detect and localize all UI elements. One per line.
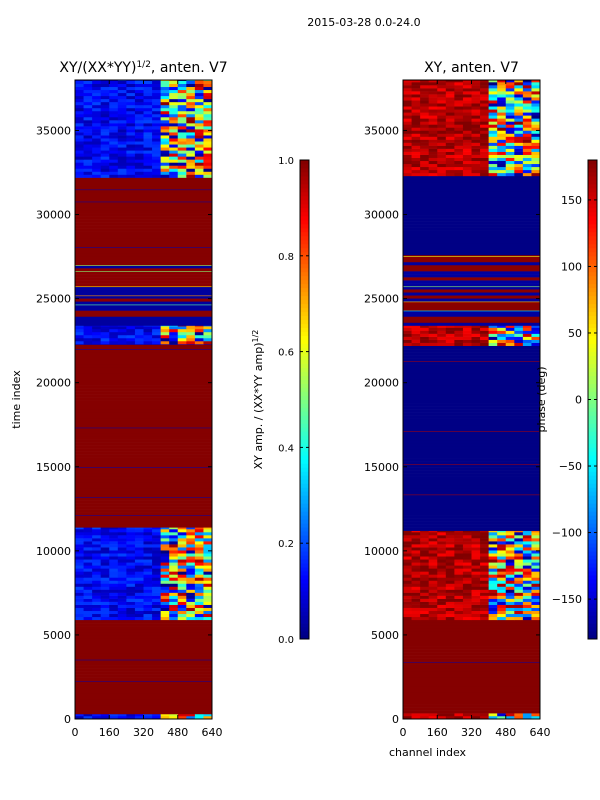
y-tick-label: 15000 (364, 461, 399, 474)
y-tick-label: 35000 (364, 124, 399, 137)
x-tick-label: 0 (72, 726, 79, 739)
y-tick-label: 20000 (36, 377, 71, 390)
y-tick-label: 20000 (364, 377, 399, 390)
colorbar-tick-label: 0.4 (278, 443, 294, 454)
colorbar-tick-label: −150 (552, 593, 582, 606)
y-tick-label: 0 (64, 713, 71, 726)
x-tick-label: 320 (133, 726, 154, 739)
colorbar-tick-label: 0 (575, 394, 582, 407)
y-tick-label: 5000 (371, 629, 399, 642)
x-axis-label: channel index (389, 746, 467, 759)
y-tick-label: 25000 (36, 293, 71, 306)
x-tick-label: 480 (495, 726, 516, 739)
colorbar-tick-label: 50 (568, 327, 582, 340)
y-tick-label: 30000 (364, 209, 399, 222)
colorbar-tick-label: 150 (561, 194, 582, 207)
colorbar-label: XY amp. / (XX*YY amp)1/2 (251, 330, 266, 470)
x-tick-label: 320 (461, 726, 482, 739)
y-tick-label: 10000 (36, 545, 71, 558)
x-tick-label: 0 (400, 726, 407, 739)
y-axis-label: time index (10, 370, 23, 429)
colorbar-tick-label: −100 (552, 527, 582, 540)
x-tick-label: 640 (530, 726, 551, 739)
y-tick-label: 35000 (36, 124, 71, 137)
x-tick-label: 160 (427, 726, 448, 739)
colorbar: 150 100 50 0 −50 −100 −150 phase (deg) (535, 159, 598, 640)
x-tick-label: 160 (99, 726, 120, 739)
colorbar-tick-label: 0.0 (278, 635, 294, 646)
x-tick-label: 480 (167, 726, 188, 739)
y-tick-label: 10000 (364, 545, 399, 558)
y-tick-label: 25000 (364, 293, 399, 306)
colorbar-tick-label: 0.2 (278, 539, 294, 550)
heatmap-image (403, 80, 541, 720)
y-tick-label: 5000 (43, 629, 71, 642)
x-tick-label: 640 (202, 726, 223, 739)
panel-title: XY, anten. V7 (424, 60, 519, 76)
panel-title: XY/(XX*YY)1/2, anten. V7 (59, 60, 227, 76)
y-tick-label: 0 (392, 713, 399, 726)
heatmap-image (75, 80, 213, 720)
figure-suptitle: 2015-03-28 0.0-24.0 (307, 16, 420, 29)
colorbar-tick-label: −50 (559, 460, 582, 473)
y-tick-label: 30000 (36, 209, 71, 222)
colorbar-tick-label: 0.8 (278, 252, 294, 263)
y-tick-label: 15000 (36, 461, 71, 474)
colorbar-label: phase (deg) (535, 366, 548, 432)
plots-layer: 0 160 320 480 640050001000015000200002500030… (10, 60, 598, 759)
heatmap-panel-1: 0 160 320 480 640 0 5000 10000 15000 20000 25000 30… (10, 60, 310, 739)
colorbar-tick-label: 100 (561, 260, 582, 273)
colorbar-tick-label: 1.0 (278, 156, 294, 167)
colorbar: 0.0 0.2 0.4 0.6 0.8 1.0 XY amp. / (XX*YY amp)1… (251, 156, 310, 646)
colorbar-tick-label: 0.6 (278, 348, 294, 359)
heatmap-panel-2: 0 160 320 480 640 0 5000 10000 15000 20000 25000 30… (364, 60, 598, 759)
